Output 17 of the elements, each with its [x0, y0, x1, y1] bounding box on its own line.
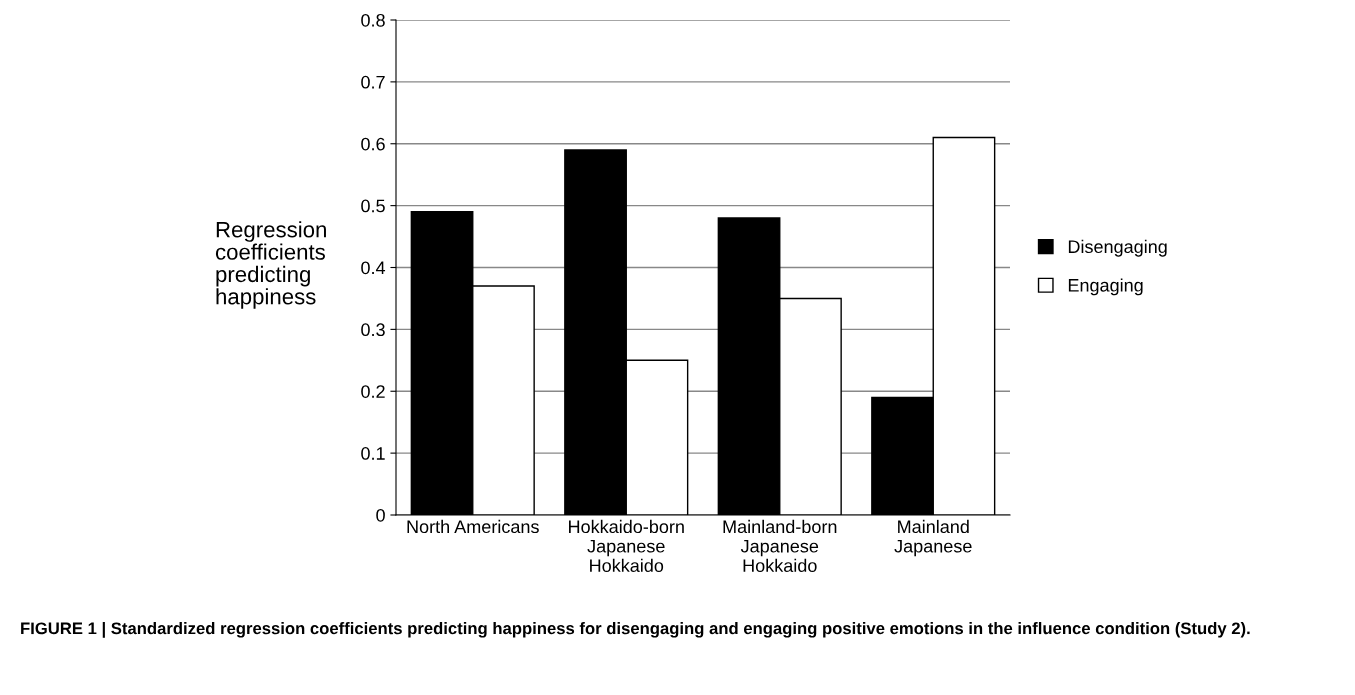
y-tick-label: 0.4	[361, 261, 386, 275]
y-axis-title: Regression coefficients predicting happiness	[215, 221, 326, 309]
y-tick-label: 0	[376, 508, 385, 522]
y-tick-label: 0.2	[361, 385, 385, 398]
caption: FIGURE 1 | Standardized regression coefficients predicting happiness for disengaging and engaging positive emotions in the influence condition (Study 2).	[21, 622, 1250, 638]
legend-label: Engaging	[1068, 278, 1143, 296]
legend-label: Disengaging	[1068, 239, 1167, 257]
y-tick-label: 0.5	[361, 199, 385, 213]
x-tick-label: North Americans	[407, 519, 539, 534]
y-tick-label: 0.7	[361, 75, 385, 89]
x-tick-label: Mainland-born Japanese Hokkaido	[723, 519, 837, 573]
y-tick-label: 0.6	[361, 137, 385, 151]
y-tick-label: 0.1	[361, 447, 385, 460]
y-tick-label: 0.8	[361, 13, 385, 27]
x-tick-label: Mainland Japanese	[894, 519, 972, 557]
y-tick-label: 0.3	[361, 323, 385, 337]
x-tick-label: Hokkaido-born Japanese Hokkaido	[569, 519, 684, 573]
